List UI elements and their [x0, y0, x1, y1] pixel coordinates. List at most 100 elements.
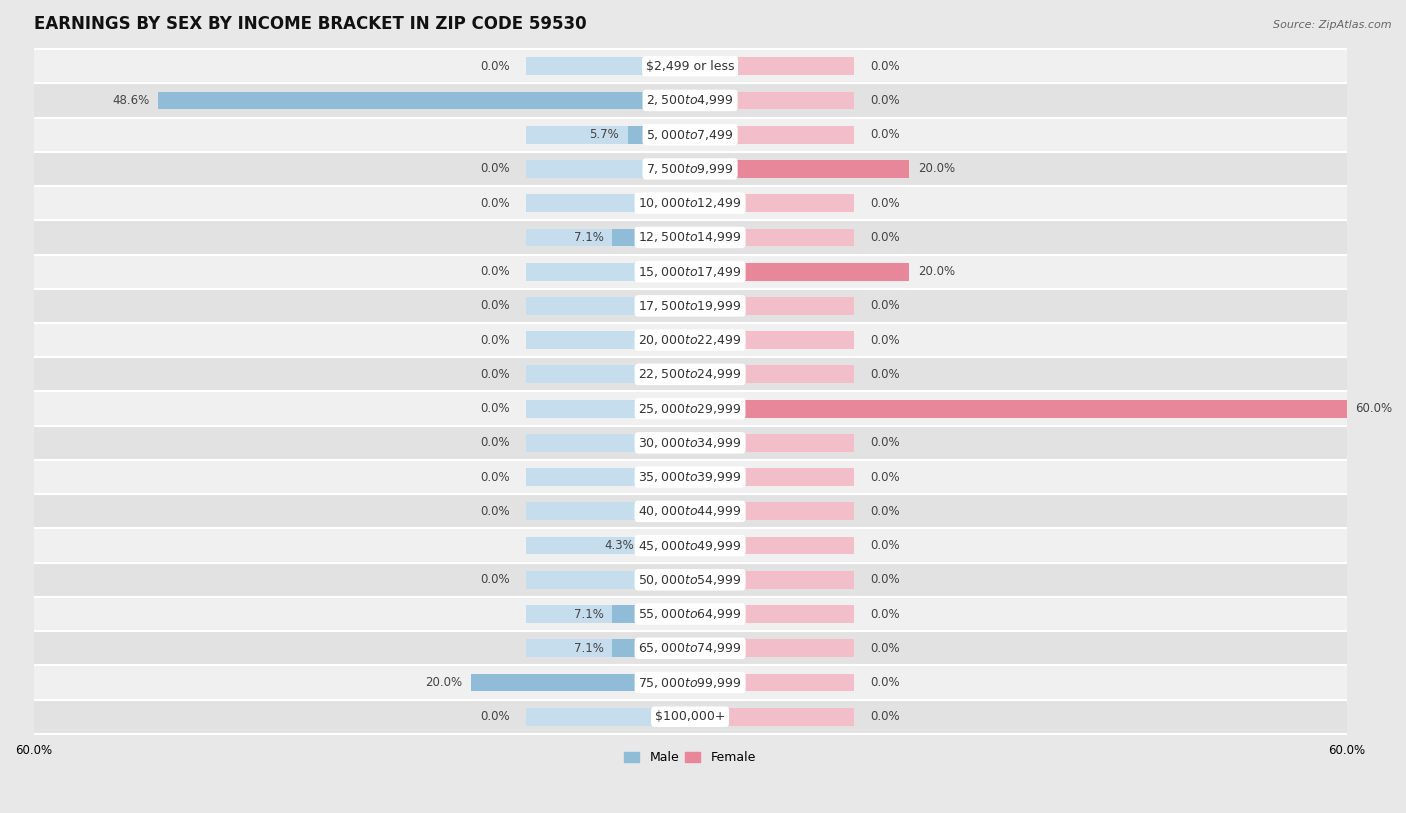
Text: $35,000 to $39,999: $35,000 to $39,999: [638, 470, 742, 484]
Text: $15,000 to $17,499: $15,000 to $17,499: [638, 265, 742, 279]
Text: 60.0%: 60.0%: [1355, 402, 1392, 415]
Bar: [526, 639, 690, 657]
Text: $7,500 to $9,999: $7,500 to $9,999: [647, 162, 734, 176]
Bar: [526, 605, 690, 623]
Text: EARNINGS BY SEX BY INCOME BRACKET IN ZIP CODE 59530: EARNINGS BY SEX BY INCOME BRACKET IN ZIP…: [34, 15, 586, 33]
Bar: [690, 537, 855, 554]
Text: 4.3%: 4.3%: [605, 539, 634, 552]
Text: 0.0%: 0.0%: [479, 367, 509, 380]
Bar: [690, 126, 855, 144]
Bar: [471, 674, 690, 691]
Text: 7.1%: 7.1%: [574, 641, 603, 654]
Bar: [613, 605, 690, 623]
Bar: [526, 92, 690, 110]
Bar: [613, 639, 690, 657]
Bar: [690, 708, 855, 726]
Text: $10,000 to $12,499: $10,000 to $12,499: [638, 196, 742, 211]
Bar: [34, 289, 1347, 323]
Text: $5,000 to $7,499: $5,000 to $7,499: [647, 128, 734, 141]
Bar: [34, 665, 1347, 700]
Text: $65,000 to $74,999: $65,000 to $74,999: [638, 641, 742, 655]
Text: 0.0%: 0.0%: [479, 265, 509, 278]
Legend: Male, Female: Male, Female: [620, 746, 761, 769]
Bar: [690, 366, 855, 383]
Bar: [526, 400, 690, 418]
Text: 0.0%: 0.0%: [479, 59, 509, 72]
Text: 0.0%: 0.0%: [870, 94, 900, 107]
Bar: [34, 152, 1347, 186]
Bar: [526, 263, 690, 280]
Text: 0.0%: 0.0%: [479, 437, 509, 450]
Text: 0.0%: 0.0%: [479, 505, 509, 518]
Bar: [34, 323, 1347, 357]
Text: Source: ZipAtlas.com: Source: ZipAtlas.com: [1274, 20, 1392, 30]
Text: 0.0%: 0.0%: [870, 641, 900, 654]
Bar: [690, 502, 855, 520]
Text: $2,499 or less: $2,499 or less: [645, 59, 734, 72]
Bar: [690, 263, 908, 280]
Text: 5.7%: 5.7%: [589, 128, 619, 141]
Bar: [690, 400, 1347, 418]
Bar: [34, 700, 1347, 734]
Bar: [526, 194, 690, 212]
Bar: [526, 228, 690, 246]
Text: $2,500 to $4,999: $2,500 to $4,999: [647, 93, 734, 107]
Text: 0.0%: 0.0%: [479, 333, 509, 346]
Bar: [690, 571, 855, 589]
Text: $12,500 to $14,999: $12,500 to $14,999: [638, 230, 742, 245]
Bar: [526, 674, 690, 691]
Bar: [526, 160, 690, 178]
Text: 0.0%: 0.0%: [870, 367, 900, 380]
Text: 0.0%: 0.0%: [870, 607, 900, 620]
Text: 7.1%: 7.1%: [574, 231, 603, 244]
Bar: [34, 83, 1347, 118]
Text: 0.0%: 0.0%: [870, 505, 900, 518]
Bar: [627, 126, 690, 144]
Bar: [613, 228, 690, 246]
Text: $30,000 to $34,999: $30,000 to $34,999: [638, 436, 742, 450]
Bar: [34, 528, 1347, 563]
Bar: [526, 468, 690, 486]
Bar: [690, 434, 855, 452]
Text: 0.0%: 0.0%: [870, 437, 900, 450]
Text: 0.0%: 0.0%: [870, 471, 900, 484]
Text: $25,000 to $29,999: $25,000 to $29,999: [638, 402, 742, 415]
Bar: [34, 186, 1347, 220]
Bar: [526, 366, 690, 383]
Bar: [690, 160, 855, 178]
Bar: [159, 92, 690, 110]
Bar: [690, 639, 855, 657]
Text: $50,000 to $54,999: $50,000 to $54,999: [638, 573, 742, 587]
Text: 0.0%: 0.0%: [479, 573, 509, 586]
Text: $100,000+: $100,000+: [655, 711, 725, 724]
Bar: [690, 92, 855, 110]
Text: 0.0%: 0.0%: [870, 573, 900, 586]
Text: 0.0%: 0.0%: [870, 711, 900, 724]
Bar: [34, 357, 1347, 392]
Bar: [690, 400, 855, 418]
Bar: [34, 460, 1347, 494]
Bar: [526, 57, 690, 75]
Bar: [690, 331, 855, 349]
Bar: [690, 228, 855, 246]
Text: $55,000 to $64,999: $55,000 to $64,999: [638, 607, 742, 621]
Bar: [690, 194, 855, 212]
Bar: [34, 597, 1347, 631]
Bar: [34, 631, 1347, 665]
Bar: [690, 674, 855, 691]
Bar: [643, 537, 690, 554]
Bar: [526, 434, 690, 452]
Bar: [526, 297, 690, 315]
Text: $20,000 to $22,499: $20,000 to $22,499: [638, 333, 742, 347]
Text: 0.0%: 0.0%: [870, 676, 900, 689]
Bar: [34, 220, 1347, 254]
Text: 0.0%: 0.0%: [479, 163, 509, 176]
Bar: [526, 126, 690, 144]
Bar: [690, 57, 855, 75]
Bar: [34, 118, 1347, 152]
Text: 20.0%: 20.0%: [918, 163, 955, 176]
Text: 0.0%: 0.0%: [479, 471, 509, 484]
Bar: [34, 392, 1347, 426]
Bar: [690, 263, 855, 280]
Text: 20.0%: 20.0%: [426, 676, 463, 689]
